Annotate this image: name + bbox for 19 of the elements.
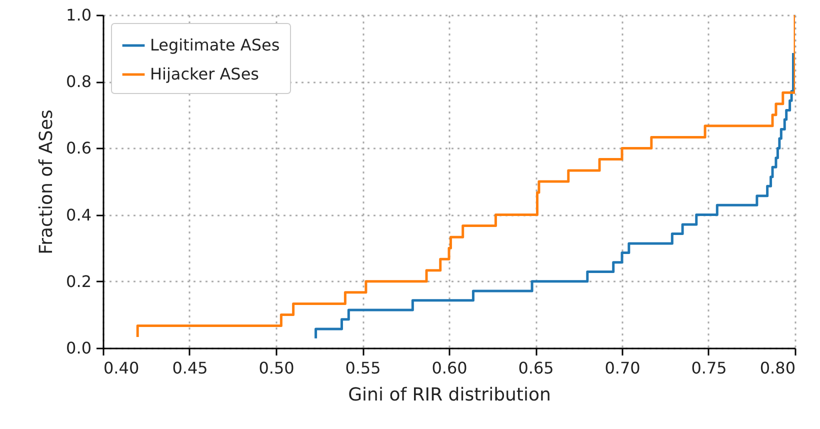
x-tick-label: 0.50	[258, 358, 294, 378]
y-tick-label: 0.2	[66, 272, 92, 291]
x-axis-title: Gini of RIR distribution	[348, 384, 551, 406]
y-tick-label: 0.6	[66, 138, 92, 158]
legend-label: Hijacker ASes	[150, 64, 260, 84]
legend-label: Legitimate ASes	[150, 36, 280, 54]
y-axis-title: Fraction of ASes	[36, 110, 58, 254]
y-tick-label: 0.4	[66, 205, 92, 224]
y-tick-label: 0.8	[66, 72, 92, 92]
x-tick-label: 0.65	[518, 358, 554, 378]
x-tick-label: 0.80	[760, 358, 796, 378]
x-tick-label: 0.55	[345, 358, 381, 378]
x-tick-label: 0.70	[604, 358, 640, 378]
x-tick-label: 0.45	[172, 358, 208, 378]
x-tick-label: 0.75	[691, 358, 727, 378]
y-tick-label: 0.0	[66, 338, 92, 358]
x-tick-label: 0.40	[104, 358, 140, 378]
y-tick-label: 1.0	[66, 6, 92, 24]
x-tick-label: 0.60	[432, 358, 468, 378]
